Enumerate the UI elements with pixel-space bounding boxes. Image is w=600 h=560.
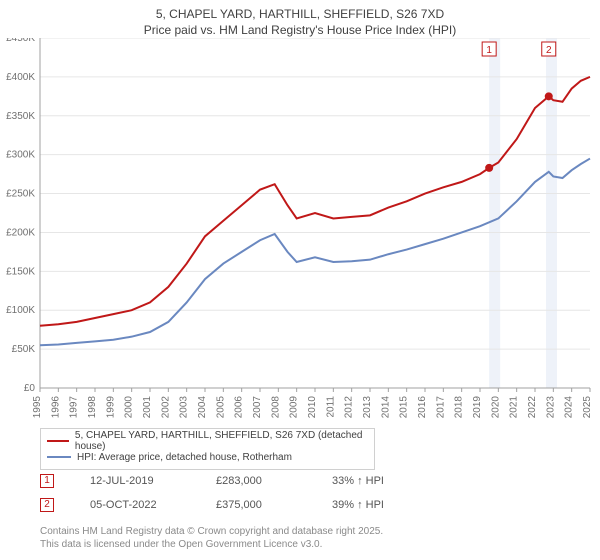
legend-label: 5, CHAPEL YARD, HARTHILL, SHEFFIELD, S26… [75,430,368,452]
chart-title-line2: Price paid vs. HM Land Registry's House … [0,22,600,38]
svg-text:1998: 1998 [87,396,98,418]
svg-text:2010: 2010 [307,396,318,418]
svg-text:£400K: £400K [6,72,35,83]
svg-text:2015: 2015 [399,396,410,418]
svg-text:£200K: £200K [6,228,35,239]
transaction-row: 2 05-OCT-2022 £375,000 39% ↑ HPI [40,498,384,512]
transaction-delta: 39% ↑ HPI [332,499,384,511]
svg-text:£300K: £300K [6,150,35,161]
svg-text:2014: 2014 [380,396,391,418]
svg-text:2009: 2009 [289,396,300,418]
footer-line2: This data is licensed under the Open Gov… [40,538,383,551]
svg-text:2023: 2023 [545,396,556,418]
svg-text:2: 2 [546,45,552,56]
transaction-delta: 33% ↑ HPI [332,475,384,487]
svg-text:2008: 2008 [270,396,281,418]
svg-text:£150K: £150K [6,267,35,278]
svg-text:1997: 1997 [69,396,80,418]
svg-text:£50K: £50K [12,344,36,355]
svg-text:2004: 2004 [197,396,208,418]
transaction-price: £283,000 [216,475,296,487]
svg-text:2006: 2006 [234,396,245,418]
svg-text:2025: 2025 [582,396,593,418]
svg-text:1995: 1995 [32,396,43,418]
transaction-flag: 1 [40,474,54,488]
transaction-row: 1 12-JUL-2019 £283,000 33% ↑ HPI [40,474,384,488]
svg-text:2018: 2018 [454,396,465,418]
chart-title-line1: 5, CHAPEL YARD, HARTHILL, SHEFFIELD, S26… [0,6,600,22]
legend-row: 5, CHAPEL YARD, HARTHILL, SHEFFIELD, S26… [47,433,368,449]
svg-text:2013: 2013 [362,396,373,418]
svg-text:2021: 2021 [509,396,520,418]
svg-text:2011: 2011 [325,396,336,418]
legend: 5, CHAPEL YARD, HARTHILL, SHEFFIELD, S26… [40,428,375,470]
svg-text:£250K: £250K [6,189,35,200]
transaction-date: 12-JUL-2019 [90,475,180,487]
transaction-flag: 2 [40,498,54,512]
svg-text:2022: 2022 [527,396,538,418]
svg-text:£0: £0 [24,383,36,394]
footer-line1: Contains HM Land Registry data © Crown c… [40,525,383,538]
legend-swatch [47,456,71,458]
footer: Contains HM Land Registry data © Crown c… [40,525,383,551]
chart-svg: £0 £50K £100K £150K £200K £250K £300K £350K £400… [0,38,600,418]
svg-text:2019: 2019 [472,396,483,418]
svg-text:2020: 2020 [490,396,501,418]
svg-text:2007: 2007 [252,396,263,418]
svg-text:2005: 2005 [215,396,226,418]
transaction-price: £375,000 [216,499,296,511]
svg-text:1999: 1999 [105,396,116,418]
svg-text:2003: 2003 [179,396,190,418]
svg-text:1996: 1996 [50,396,61,418]
svg-text:1: 1 [486,45,492,56]
svg-text:£450K: £450K [6,38,35,44]
svg-text:2012: 2012 [344,396,355,418]
svg-text:2000: 2000 [124,396,135,418]
svg-text:2016: 2016 [417,396,428,418]
svg-text:2001: 2001 [142,396,153,418]
svg-text:2024: 2024 [564,396,575,418]
svg-text:2002: 2002 [160,396,171,418]
line-chart: £0 £50K £100K £150K £200K £250K £300K £350K £400… [0,38,600,418]
svg-text:£350K: £350K [6,111,35,122]
transaction-date: 05-OCT-2022 [90,499,180,511]
legend-label: HPI: Average price, detached house, Roth… [77,452,292,463]
svg-text:2017: 2017 [435,396,446,418]
legend-swatch [47,440,69,442]
svg-text:£100K: £100K [6,306,35,317]
